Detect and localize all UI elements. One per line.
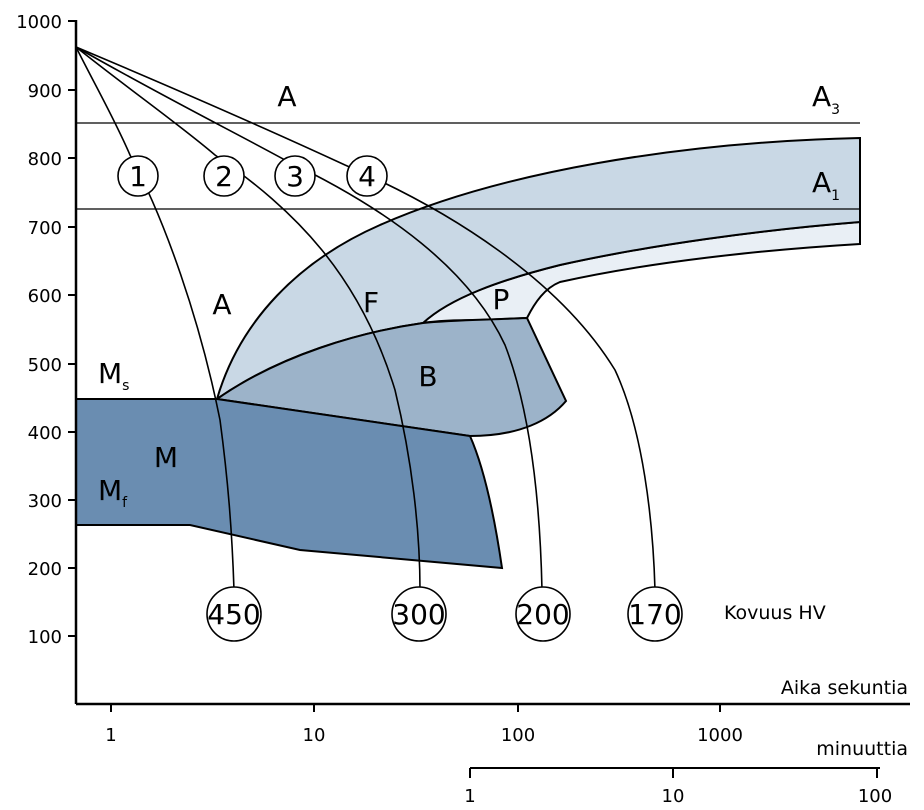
a3-label: A3: [812, 80, 840, 118]
hardness-value: 450: [207, 598, 260, 631]
minutes-tick-label: 100: [858, 786, 892, 807]
curve-marker-2: 2: [203, 155, 245, 197]
minutes-tick-label: 1: [464, 786, 475, 807]
y-tick-label: 700: [28, 218, 62, 239]
mf-label-main: M: [98, 474, 122, 507]
austenite-label-top: A: [277, 80, 296, 113]
minutes-tick-marks: [469, 768, 878, 778]
martensite-label: M: [154, 441, 178, 474]
ms-label-sub: s: [122, 378, 129, 394]
hardness-value: 300: [392, 598, 445, 631]
y-tick-label: 600: [28, 286, 62, 307]
x-tick-label: 100: [501, 725, 535, 746]
y-tick-label: 100: [28, 627, 62, 648]
a3-label-main: A: [812, 80, 831, 113]
y-tick-label: 400: [28, 423, 62, 444]
y-tick-label: 300: [28, 491, 62, 512]
cooling-curve-1: [75, 46, 235, 591]
cooling-curve-2: [75, 46, 421, 591]
austenite-label-mid: A: [212, 288, 231, 321]
hardness-marker-200: 200: [515, 586, 571, 642]
y-tick-label: 800: [28, 149, 62, 170]
y-tick-label: 1000: [16, 12, 62, 33]
hardness-label: Kovuus HV: [724, 602, 826, 624]
x-tick-label: 10: [303, 725, 326, 746]
cooling-curve-3: [75, 46, 543, 591]
hardness-marker-170: 170: [627, 586, 683, 642]
ferrite-label: F: [363, 286, 379, 319]
minutes-tick-labels: 1 10 100: [464, 786, 892, 807]
curve-number: 2: [215, 160, 233, 193]
a1-label-main: A: [812, 166, 831, 199]
ms-label: Ms: [98, 357, 129, 394]
x-tick-label: 1000: [697, 725, 743, 746]
curve-number: 4: [358, 160, 376, 193]
minutes-tick-label: 10: [662, 786, 685, 807]
x-tick-labels: 1 10 100 1000: [105, 725, 743, 746]
x-axis-label-minutes: minuuttia: [816, 738, 908, 760]
curve-number: 3: [286, 160, 304, 193]
pearlite-label: P: [493, 283, 510, 316]
x-tick-label: 1: [105, 725, 116, 746]
ms-label-main: M: [98, 357, 122, 390]
mf-label: Mf: [98, 474, 128, 511]
y-tick-labels: 1000 900 800 700 600 500 400 300 200 100: [16, 12, 62, 648]
a1-label-sub: 1: [831, 188, 840, 204]
y-tick-label: 900: [28, 81, 62, 102]
hardness-value: 170: [628, 598, 681, 631]
hardness-marker-450: 450: [206, 586, 262, 642]
mf-label-sub: f: [122, 495, 128, 511]
hardness-marker-300: 300: [391, 586, 447, 642]
a3-label-sub: 3: [831, 102, 840, 118]
y-tick-marks: [68, 20, 76, 637]
x-tick-marks: [110, 704, 721, 712]
curve-marker-1: 1: [117, 155, 159, 197]
curve-marker-3: 3: [274, 155, 316, 197]
bainite-label: B: [418, 360, 437, 393]
cooling-curve-4: [75, 46, 656, 591]
y-tick-label: 500: [28, 355, 62, 376]
a1-label: A1: [812, 166, 840, 204]
y-tick-label: 200: [28, 559, 62, 580]
martensite-region: [75, 398, 504, 570]
curve-number: 1: [129, 160, 147, 193]
curve-marker-4: 4: [346, 155, 388, 197]
x-axis-label-seconds: Aika sekuntia: [781, 677, 908, 699]
hardness-value: 200: [516, 598, 569, 631]
